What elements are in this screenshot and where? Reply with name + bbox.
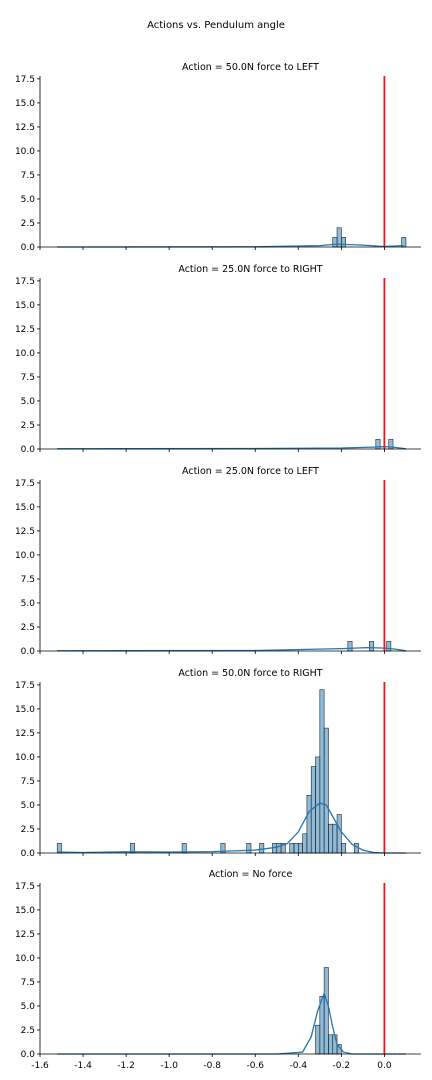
kde-curve (57, 646, 407, 652)
histogram-bar (336, 814, 342, 854)
y-tick-label: 12.5 (15, 527, 35, 537)
y-tick-label: 12.5 (15, 325, 35, 335)
x-tick-label: -1.6 (31, 1061, 49, 1071)
y-tick-label: 10.0 (15, 147, 35, 157)
histogram-bar (289, 843, 295, 854)
kde-curve (57, 802, 406, 854)
y-tick-label: 0.0 (21, 849, 36, 859)
histogram-bar (319, 689, 325, 854)
histogram-bar (323, 967, 329, 1055)
y-tick-label: 2.5 (21, 421, 35, 431)
y-tick-label: 17.5 (15, 75, 35, 85)
y-tick-label: 12.5 (15, 123, 35, 133)
kde-curve (57, 991, 406, 1055)
subplot-title: Action = 50.0N force to LEFT (182, 62, 319, 73)
x-tick-label: -1.2 (117, 1061, 135, 1071)
histogram-bar (332, 237, 338, 248)
histogram-bar (315, 1024, 321, 1055)
x-tick-label: -0.2 (333, 1061, 351, 1071)
histogram-bar (386, 641, 392, 652)
y-tick-label: 17.5 (15, 479, 35, 489)
y-tick-label: 0.0 (21, 1050, 36, 1060)
y-tick-label: 10.0 (15, 954, 35, 964)
subplot-title: Action = 25.0N force to RIGHT (178, 264, 322, 275)
y-tick-label: 0.0 (21, 647, 36, 657)
histogram-bar (306, 795, 312, 854)
histogram-bar (293, 843, 299, 854)
y-tick-label: 15.0 (15, 503, 35, 513)
kde-curve (57, 445, 406, 450)
histogram-bar (369, 641, 374, 652)
histogram-bar (259, 843, 265, 854)
y-tick-label: 17.5 (15, 277, 35, 287)
y-tick-label: 15.0 (15, 301, 35, 311)
y-tick-label: 7.5 (21, 777, 35, 787)
subplot-title: Action = No force (209, 869, 293, 880)
histogram-bar (328, 823, 334, 854)
histogram-bar (298, 843, 303, 854)
x-tick-label: -0.4 (290, 1061, 308, 1071)
y-tick-label: 15.0 (15, 906, 35, 916)
y-tick-label: 0.0 (21, 243, 36, 253)
kde-curve (57, 243, 404, 248)
y-tick-label: 10.0 (15, 349, 35, 359)
y-tick-label: 5.0 (21, 801, 36, 811)
y-tick-label: 0.0 (21, 445, 36, 455)
y-tick-label: 5.0 (21, 195, 36, 205)
subplot-title: Action = 50.0N force to RIGHT (178, 668, 322, 679)
y-tick-label: 7.5 (21, 171, 35, 181)
y-tick-label: 12.5 (15, 729, 35, 739)
y-tick-label: 10.0 (15, 753, 35, 763)
y-tick-label: 2.5 (21, 623, 35, 633)
histogram-bar (332, 823, 338, 854)
y-tick-label: 15.0 (15, 705, 35, 715)
x-tick-label: -0.6 (246, 1061, 264, 1071)
y-tick-label: 5.0 (21, 599, 36, 609)
y-tick-label: 15.0 (15, 99, 35, 109)
histogram-bar (341, 237, 346, 248)
y-tick-label: 2.5 (21, 1026, 35, 1036)
y-tick-label: 17.5 (15, 882, 35, 892)
x-tick-label: -0.8 (203, 1061, 221, 1071)
x-tick-label: 0.0 (377, 1061, 392, 1071)
y-tick-label: 7.5 (21, 575, 35, 585)
histogram-bar (246, 843, 252, 854)
histogram-bar (328, 1034, 334, 1055)
histogram-bar (276, 843, 282, 854)
y-tick-label: 5.0 (21, 1002, 36, 1012)
y-tick-label: 2.5 (21, 219, 35, 229)
histogram-bar (323, 727, 329, 854)
y-tick-label: 5.0 (21, 397, 36, 407)
x-tick-label: -1.4 (74, 1061, 92, 1071)
y-tick-label: 10.0 (15, 551, 35, 561)
y-tick-label: 17.5 (15, 681, 35, 691)
y-tick-label: 7.5 (21, 978, 35, 988)
histogram-bar (347, 641, 353, 652)
figure-title: Actions vs. Pendulum angle (147, 20, 285, 31)
y-tick-label: 7.5 (21, 373, 35, 383)
y-tick-label: 12.5 (15, 930, 35, 940)
subplot-title: Action = 25.0N force to LEFT (182, 466, 319, 477)
histogram-bar (302, 833, 308, 854)
histogram-bar (341, 843, 346, 854)
x-tick-label: -1.0 (160, 1061, 178, 1071)
y-tick-label: 2.5 (21, 825, 35, 835)
